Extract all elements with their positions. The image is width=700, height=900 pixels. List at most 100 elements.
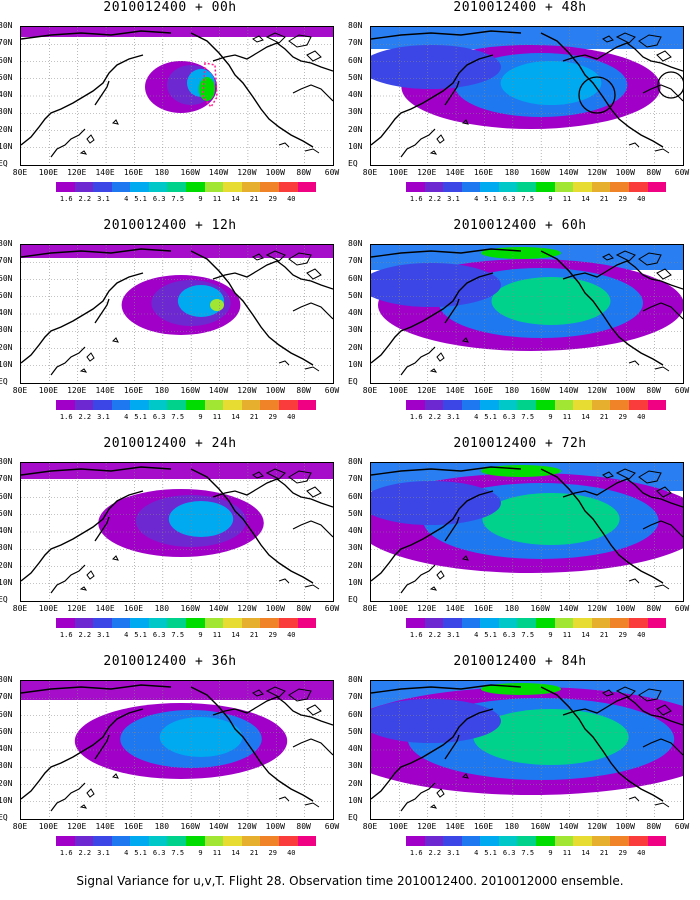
colorbar-labels: 1.6 2.2 3.1 4 5.1 6.3 7.5 9 11 14 21 29 40 — [406, 413, 666, 421]
colorbar-label: 1.6 — [59, 849, 73, 857]
lat-tick-label: 10N — [0, 795, 13, 805]
lon-tick-label: 80E — [12, 604, 28, 613]
colorbar-swatch — [628, 182, 648, 192]
lat-tick-label: 20N — [348, 560, 363, 570]
lat-tick-label: 10N — [348, 577, 363, 587]
lon-tick-label: 120W — [587, 386, 607, 395]
lon-tick-label: 120E — [417, 604, 437, 613]
lon-tick-label: 100E — [388, 168, 408, 177]
colorbar — [56, 836, 317, 846]
colorbar-label: 3.1 — [97, 849, 110, 857]
colorbar-swatch — [406, 618, 425, 628]
map-panel: 2010012400 + 36h 80N 70N 60N 50N 40N 30N 20N 10… — [0, 654, 340, 866]
lat-tick-label: 80N — [0, 21, 13, 30]
lon-tick-label: 120E — [67, 168, 87, 177]
panel-title: 2010012400 + 60h — [453, 218, 587, 233]
colorbar-swatch — [424, 618, 444, 628]
colorbar-label: 11 — [562, 413, 572, 421]
lon-tick-label: 160E — [123, 822, 144, 831]
lon-tick-label: 140E — [95, 604, 115, 613]
colorbar-label: 3.1 — [97, 413, 110, 421]
lat-tick-label: 80N — [348, 21, 363, 30]
lat-tick-label: 40N — [0, 526, 13, 535]
colorbar-swatch — [424, 836, 444, 846]
colorbar-swatch — [93, 618, 112, 628]
colorbar-swatch — [204, 836, 224, 846]
colorbar-swatch — [498, 400, 518, 410]
colorbar — [406, 182, 667, 192]
colorbar-swatch — [167, 618, 187, 628]
colorbar-swatch — [591, 836, 611, 846]
colorbar-swatch — [573, 400, 592, 410]
colorbar-label: 11 — [562, 195, 572, 203]
lon-tick-label: 160W — [530, 168, 550, 177]
flight-track — [202, 62, 218, 109]
lon-tick-label: 180 — [154, 822, 170, 831]
colorbar-label: 11 — [212, 195, 222, 203]
colorbar-label: 5.1 — [134, 631, 147, 639]
colorbar-labels: 1.6 2.2 3.1 4 5.1 6.3 7.5 9 11 14 21 29 40 — [56, 413, 316, 421]
colorbar-swatch — [536, 400, 555, 410]
colorbar-label: 5.1 — [134, 849, 147, 857]
panel-title: 2010012400 + 00h — [103, 0, 237, 15]
colorbar-swatch — [56, 618, 75, 628]
colorbar-swatch — [461, 836, 481, 846]
colorbar-swatch — [74, 618, 94, 628]
colorbar-label: 21 — [249, 631, 259, 639]
lat-tick-label: 70N — [348, 256, 363, 266]
colorbar-label: 4 — [124, 849, 129, 857]
lat-tick-label: 20N — [348, 124, 363, 134]
colorbar-labels: 1.6 2.2 3.1 4 5.1 6.3 7.5 9 11 14 21 29 40 — [406, 849, 666, 857]
colorbar-swatch — [130, 182, 149, 192]
colorbar-label: 3.1 — [447, 631, 460, 639]
colorbar-label: 40 — [287, 631, 296, 639]
lon-tick-label: 140W — [208, 604, 229, 613]
lon-tick-label: 140W — [208, 168, 229, 177]
lon-tick-label: 60W — [324, 822, 340, 831]
lat-tick-label: 80N — [0, 675, 13, 684]
lon-tick-label: 120E — [417, 822, 437, 831]
colorbar-label: 6.3 — [502, 195, 516, 203]
colorbar-label: 40 — [287, 849, 296, 857]
colorbar-swatch — [443, 400, 462, 410]
lat-tick-label: 60N — [0, 55, 13, 65]
colorbar-label: 11 — [212, 849, 222, 857]
lat-tick-label: 10N — [0, 577, 13, 587]
colorbar-swatch — [186, 400, 205, 410]
colorbar-label: 3.1 — [447, 849, 460, 857]
colorbar-label: 7.5 — [521, 195, 535, 203]
colorbar-swatch — [223, 400, 242, 410]
lat-tick-label: 40N — [0, 744, 13, 753]
colorbar-swatch — [111, 618, 131, 628]
colorbar-label: 6.3 — [152, 413, 166, 421]
lat-tick-label: 30N — [348, 543, 363, 553]
map-panel: 2010012400 + 24h 80N 70N 60N 50N 40N 30N 20N 10… — [0, 436, 340, 648]
colorbar-label: 14 — [581, 195, 590, 203]
panel-title: 2010012400 + 48h — [453, 0, 587, 15]
colorbar-swatch — [647, 182, 667, 192]
figure-caption: Signal Variance for u,v,T. Flight 28. Ob… — [76, 874, 624, 888]
colorbar-label: 2.2 — [78, 631, 92, 639]
lon-tick-label: 80W — [646, 604, 661, 613]
panel-title: 2010012400 + 12h — [103, 218, 237, 233]
map-panel: 2010012400 + 00h 80N 70N 60N 50N 40N 30N 20N 10… — [0, 0, 340, 212]
colorbar-swatch — [56, 400, 75, 410]
lat-tick-label: 40N — [348, 308, 363, 317]
variance-map — [20, 462, 334, 602]
colorbar-swatch — [260, 618, 279, 628]
colorbar-labels: 1.6 2.2 3.1 4 5.1 6.3 7.5 9 11 14 21 29 40 — [56, 631, 316, 639]
lon-tick-label: 120W — [587, 822, 607, 831]
lat-tick-label: 80N — [0, 239, 13, 248]
lat-tick-label: 70N — [348, 474, 363, 484]
colorbar-label: 3.1 — [447, 195, 460, 203]
lat-tick-label: 50N — [0, 508, 13, 518]
lat-tick-label: 70N — [348, 692, 363, 702]
colorbar-swatch — [628, 836, 648, 846]
colorbar-swatch — [536, 182, 555, 192]
lat-tick-label: 40N — [0, 90, 13, 99]
colorbar-label: 7.5 — [521, 849, 535, 857]
lon-tick-label: 180 — [504, 386, 520, 395]
lat-tick-label: EQ — [348, 377, 358, 386]
lat-tick-label: 40N — [348, 744, 363, 753]
colorbar-label: 2.2 — [78, 413, 92, 421]
